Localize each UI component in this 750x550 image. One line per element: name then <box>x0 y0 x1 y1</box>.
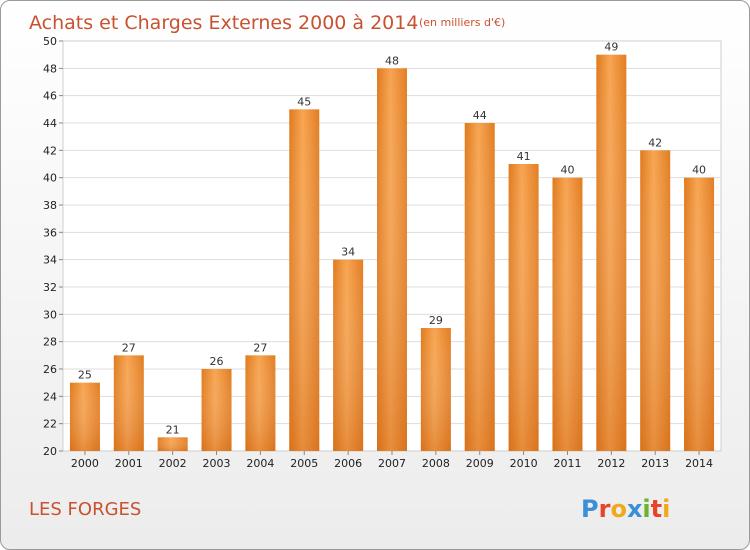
place-name: LES FORGES <box>29 499 141 520</box>
logo-letter: t <box>651 495 662 523</box>
bar-shade-2001 <box>113 355 144 451</box>
y-tick-label: 44 <box>43 117 57 130</box>
data-label-2007: 48 <box>385 54 399 67</box>
y-tick-label: 28 <box>43 336 57 349</box>
data-label-2002: 21 <box>166 423 180 436</box>
y-tick-label: 30 <box>43 308 57 321</box>
y-tick-label: 24 <box>43 390 57 403</box>
x-tick-label-2007: 2007 <box>378 457 406 470</box>
data-label-2012: 49 <box>604 41 618 54</box>
x-tick-label-2001: 2001 <box>115 457 143 470</box>
x-tick-label-2002: 2002 <box>159 457 187 470</box>
proxiti-logo: Proxiti <box>581 495 670 523</box>
x-tick-label-2005: 2005 <box>290 457 318 470</box>
chart-title: Achats et Charges Externes 2000 à 2014 <box>29 12 418 34</box>
y-tick-label: 20 <box>43 445 57 458</box>
x-tick-label-2014: 2014 <box>685 457 713 470</box>
y-tick-label: 40 <box>43 172 57 185</box>
bars <box>69 54 715 452</box>
logo-letter: P <box>581 495 599 523</box>
logo-letter: i <box>642 495 650 523</box>
bar-shade-2004 <box>245 355 276 451</box>
y-tick-label: 32 <box>43 281 57 294</box>
x-tick-label-2013: 2013 <box>641 457 669 470</box>
y-tick-label: 22 <box>43 418 57 431</box>
y-tick-label: 48 <box>43 62 57 75</box>
x-axis-ticks: 2000 2001 2002 2003 2004 2005 2006 2007 2008 2009… <box>71 451 713 470</box>
x-tick-label-2004: 2004 <box>246 457 274 470</box>
data-label-2011: 40 <box>560 164 574 177</box>
data-label-2013: 42 <box>648 136 662 149</box>
bar-shade-2013 <box>640 150 671 452</box>
data-label-2009: 44 <box>473 109 487 122</box>
data-label-2014: 40 <box>692 164 706 177</box>
x-tick-label-2006: 2006 <box>334 457 362 470</box>
y-tick-label: 26 <box>43 363 57 376</box>
bar-shade-2011 <box>552 177 583 451</box>
logo-letter: o <box>610 495 627 523</box>
x-tick-label-2010: 2010 <box>510 457 538 470</box>
data-label-2001: 27 <box>122 341 136 354</box>
x-tick-label-2008: 2008 <box>422 457 450 470</box>
x-tick-label-2011: 2011 <box>553 457 581 470</box>
bar-shade-2002 <box>157 437 188 451</box>
data-label-2006: 34 <box>341 246 355 259</box>
x-tick-label-2000: 2000 <box>71 457 99 470</box>
y-tick-label: 42 <box>43 144 57 157</box>
logo-letter: i <box>662 495 670 523</box>
y-tick-label: 36 <box>43 226 57 239</box>
bar-shade-2008 <box>420 328 451 451</box>
y-tick-label: 46 <box>43 90 57 103</box>
bar-shade-2006 <box>333 259 364 451</box>
data-label-2005: 45 <box>297 95 311 108</box>
data-labels: 25 27 21 26 27 45 34 48 29 44 41 40 49 42 40 <box>78 41 706 437</box>
data-label-2010: 41 <box>517 150 531 163</box>
logo-letter: x <box>627 495 643 523</box>
bar-shade-2005 <box>289 109 320 451</box>
data-label-2003: 26 <box>210 355 224 368</box>
y-axis-ticks: 20 22 24 26 28 30 32 34 36 38 40 42 44 46 48 50 <box>43 35 63 458</box>
bar-shade-2010 <box>508 164 539 451</box>
bar-shade-2009 <box>464 123 495 451</box>
bar-shade-2014 <box>684 177 715 451</box>
y-tick-label: 34 <box>43 254 57 267</box>
bar-shade-2012 <box>596 54 627 452</box>
y-tick-label: 38 <box>43 199 57 212</box>
bar-shade-2000 <box>69 382 100 451</box>
chart-subtitle: (en milliers d'€) <box>419 16 505 29</box>
x-tick-label-2009: 2009 <box>466 457 494 470</box>
data-label-2000: 25 <box>78 369 92 382</box>
x-tick-label-2012: 2012 <box>597 457 625 470</box>
y-tick-label: 50 <box>43 35 57 48</box>
bar-shade-2007 <box>377 68 407 451</box>
data-label-2008: 29 <box>429 314 443 327</box>
data-label-2004: 27 <box>253 341 267 354</box>
bar-shade-2003 <box>201 369 232 451</box>
x-tick-label-2003: 2003 <box>203 457 231 470</box>
logo-letter: r <box>599 495 611 523</box>
